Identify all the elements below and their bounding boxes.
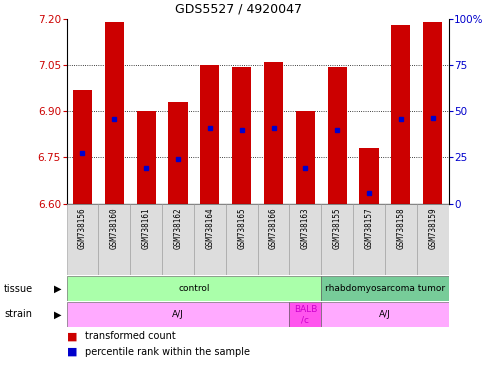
Text: A/J: A/J (379, 310, 391, 319)
Text: GSM738164: GSM738164 (205, 208, 214, 250)
Text: GSM738163: GSM738163 (301, 208, 310, 250)
Bar (289, 204, 321, 275)
Bar (73, 90, 92, 204)
Text: ▶: ▶ (54, 283, 62, 294)
Bar (289, 302, 321, 327)
Text: ▶: ▶ (54, 309, 62, 319)
Bar (296, 111, 315, 204)
Bar (264, 62, 283, 204)
Bar (359, 148, 379, 204)
Bar (321, 302, 449, 327)
Text: control: control (178, 284, 210, 293)
Bar (169, 102, 187, 204)
Bar (137, 111, 156, 204)
Bar (423, 22, 442, 204)
Text: GSM738161: GSM738161 (141, 208, 151, 250)
Text: percentile rank within the sample: percentile rank within the sample (85, 347, 250, 357)
Bar (226, 204, 257, 275)
Text: GSM738166: GSM738166 (269, 208, 278, 250)
Text: GSM738165: GSM738165 (237, 208, 246, 250)
Text: GSM738156: GSM738156 (78, 208, 87, 250)
Text: transformed count: transformed count (85, 331, 176, 341)
Bar (232, 67, 251, 204)
Bar (321, 204, 353, 275)
Text: GSM738162: GSM738162 (174, 208, 182, 250)
Bar (162, 204, 194, 275)
Bar (67, 276, 321, 301)
Bar (417, 204, 449, 275)
Text: GDS5527 / 4920047: GDS5527 / 4920047 (175, 2, 302, 15)
Text: ■: ■ (67, 347, 77, 357)
Text: A/J: A/J (172, 310, 184, 319)
Bar (328, 67, 347, 204)
Text: ■: ■ (67, 331, 77, 341)
Bar (257, 204, 289, 275)
Bar (200, 65, 219, 204)
Bar (353, 204, 385, 275)
Bar (385, 204, 417, 275)
Text: GSM738155: GSM738155 (333, 208, 342, 250)
Text: GSM738158: GSM738158 (396, 208, 405, 250)
Bar (67, 302, 289, 327)
Bar (321, 276, 449, 301)
Text: rhabdomyosarcoma tumor: rhabdomyosarcoma tumor (325, 284, 445, 293)
Bar (105, 22, 124, 204)
Bar (130, 204, 162, 275)
Text: GSM738157: GSM738157 (364, 208, 374, 250)
Bar (99, 204, 130, 275)
Text: strain: strain (4, 309, 32, 319)
Bar (391, 25, 410, 204)
Text: GSM738159: GSM738159 (428, 208, 437, 250)
Bar (194, 204, 226, 275)
Bar (67, 204, 99, 275)
Text: tissue: tissue (4, 283, 33, 294)
Text: GSM738160: GSM738160 (110, 208, 119, 250)
Text: BALB
/c: BALB /c (294, 305, 317, 324)
